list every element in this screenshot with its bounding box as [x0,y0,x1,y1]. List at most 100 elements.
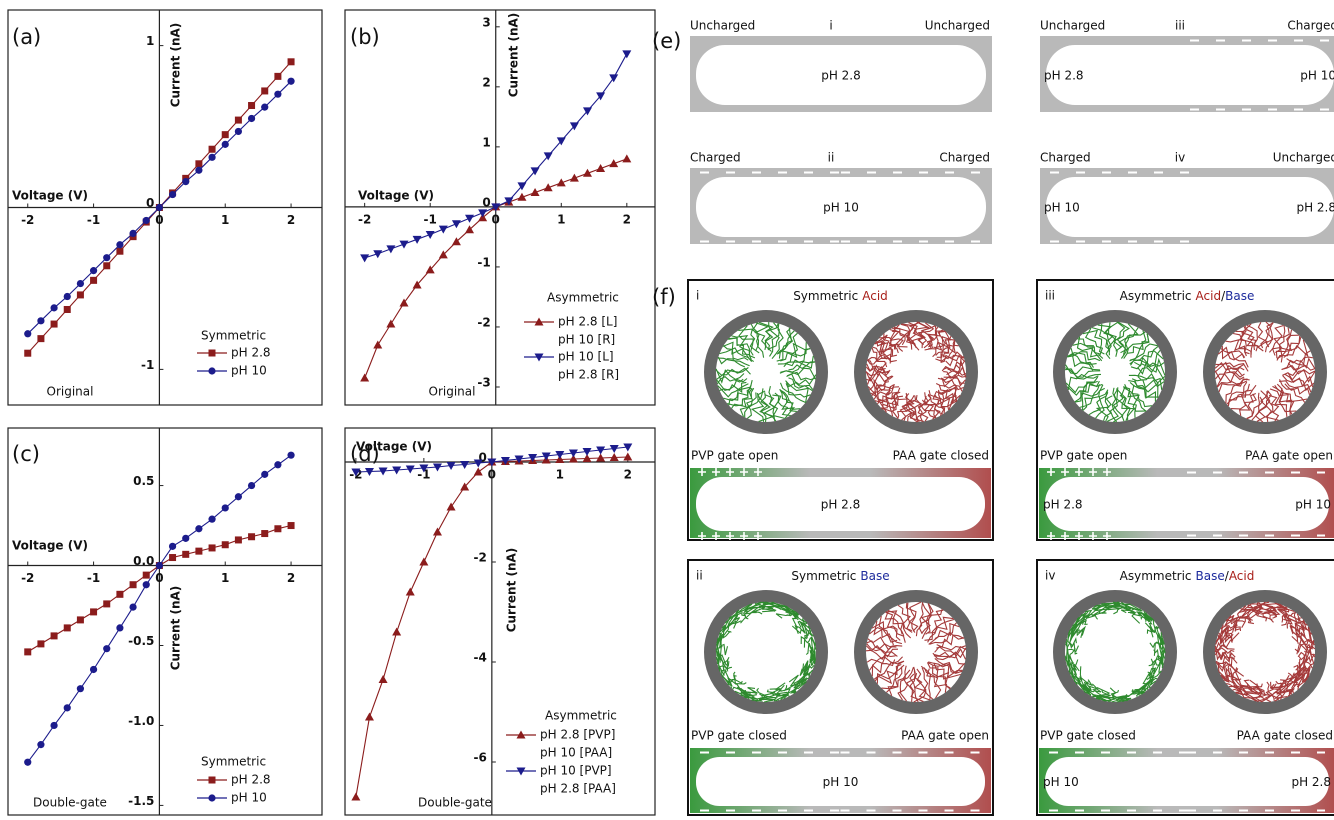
marker [51,632,58,639]
marker [130,581,137,588]
channel-lumen [1046,177,1334,237]
ph-label: pH 10 [1295,498,1331,512]
marker [433,528,442,536]
title-part: Symmetric [791,569,856,583]
marker [129,604,136,611]
marker [90,267,97,274]
chart-panel: -2-1012-101(a)Voltage (V)Current (nA)Ori… [8,10,322,405]
marker [426,231,435,239]
marker [248,533,255,540]
ph-label: pH 2.8 [1296,201,1334,215]
y-tick-label: 2 [482,75,490,89]
channel-state: Uncharged [1040,19,1105,33]
chart-panel: -2-1012-3-2-10123(b)Voltage (V)Current (… [345,10,655,405]
marker [51,321,58,328]
y-tick-label: -1.5 [128,794,154,808]
marker [116,241,123,248]
marker [544,183,553,191]
y-tick-label: 1 [146,34,154,48]
marker [116,248,123,255]
x-axis-label: Voltage (V) [358,189,434,203]
y-tick-label: 0 [146,196,154,210]
marker [143,581,150,588]
marker [50,304,57,311]
box-title: SymmetricAcid [793,289,888,303]
ph-label: pH 2.8 [1043,498,1083,512]
state-box: ivAsymmetricBase/AcidPVP gate closedPAA … [1037,560,1334,815]
y-axis-label: Current (nA) [169,23,183,108]
channel-numeral: iii [1175,19,1185,33]
marker [622,154,631,162]
marker [222,131,229,138]
marker [261,87,268,94]
marker [235,128,242,135]
channel-lumen [1046,45,1334,105]
marker [406,588,415,596]
ph-label: pH 2.8 [821,498,861,512]
legend-sublabel: pH 10 [PAA] [540,746,612,760]
x-tick-label: 2 [287,213,295,227]
marker [531,188,540,196]
marker [156,204,163,211]
box-numeral: iii [1045,289,1055,303]
marker [116,624,123,631]
ph-label: pH 10 [823,201,859,215]
marker [386,245,395,253]
marker [64,293,71,300]
y-tick-label: -1 [477,255,490,269]
marker [248,115,255,122]
title-part: Base [860,569,889,583]
x-tick-label: 1 [221,213,229,227]
marker [208,154,215,161]
y-tick-label: 0 [482,195,490,209]
panel-label: (c) [12,442,40,466]
marker [116,591,123,598]
legend-label: pH 2.8 [PVP] [540,728,615,742]
panel-label: (a) [12,25,41,49]
ph-label: pH 10 [1044,201,1080,215]
marker [274,73,281,80]
marker [37,335,44,342]
x-tick-label: 0 [155,213,163,227]
marker [24,350,31,357]
channel-state: Charged [1287,19,1334,33]
ph-label: pH 10 [1043,775,1079,789]
y-tick-label: 1 [482,135,490,149]
pore-wall [710,596,822,708]
marker [208,516,215,523]
channel-numeral: iv [1175,151,1185,165]
legend-title: Symmetric [201,755,266,769]
marker [24,330,31,337]
panel-e: (e)UnchargediUnchargedpH 2.8ChargediiCha… [652,19,1334,245]
state-box: iiiAsymmetricAcid/BasePVP gate openPAA g… [1037,280,1334,540]
x-tick-label: -1 [87,571,100,585]
marker [222,541,229,548]
channel-numeral: ii [828,151,835,165]
marker [274,461,281,468]
marker [24,648,31,655]
x-tick-label: 0 [155,571,163,585]
x-tick-label: 1 [557,212,565,226]
x-axis-label: Voltage (V) [12,189,88,203]
channel-lumen [1045,477,1329,531]
legend-title: Asymmetric [547,291,619,305]
ph-label: pH 10 [823,775,859,789]
marker [90,608,97,615]
x-tick-label: -2 [21,213,34,227]
marker [209,146,216,153]
marker [360,254,369,262]
marker [64,624,71,631]
marker [365,713,374,721]
marker [222,504,229,511]
marker [182,178,189,185]
marker [261,104,268,111]
annotation: Double-gate [33,796,107,810]
legend-sublabel: pH 10 [R] [558,333,615,347]
channel-state: Charged [939,151,990,165]
marker [77,685,84,692]
marker [288,58,295,65]
marker [557,178,566,186]
marker [50,722,57,729]
marker [288,522,295,529]
marker [248,482,255,489]
